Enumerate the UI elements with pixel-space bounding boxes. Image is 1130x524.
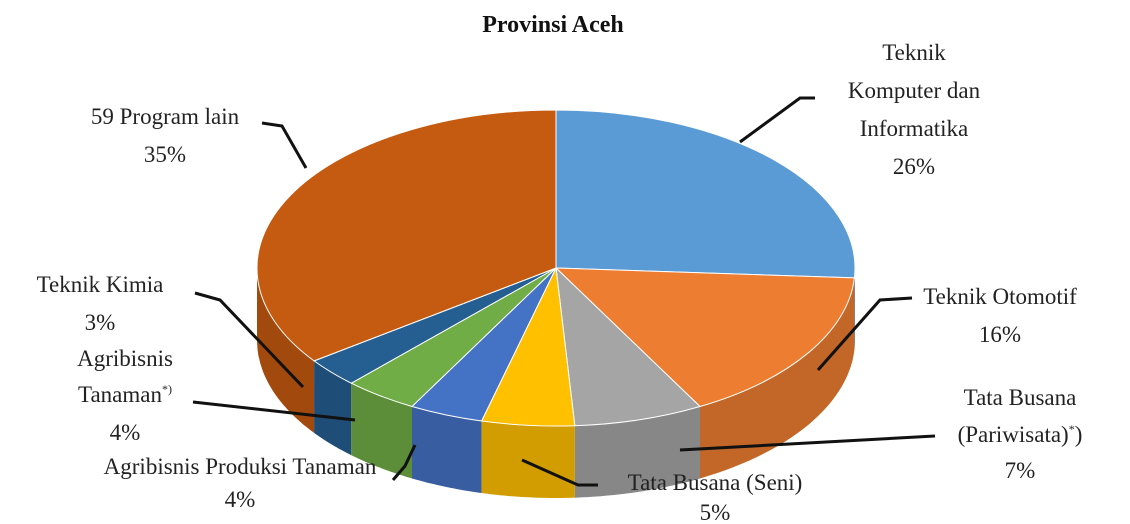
slice-teknik-otomotif [554,267,855,408]
leader-line-tata-busana-seni [521,458,598,487]
label-agribisnis-tanaman: Agribisnis Tanaman*) 4% [77,346,173,445]
svg-text:Teknik Otomotif: Teknik Otomotif [923,284,1077,309]
slice-59-program-lain [256,109,557,362]
svg-text:5%: 5% [700,500,731,524]
slice-tata-busana-pariwisata [555,266,701,427]
svg-text:Tanaman*): Tanaman*) [78,382,172,407]
label-program-lain: 59 Program lain 35% [91,104,240,167]
svg-text:Komputer dan: Komputer dan [848,78,981,103]
svg-text:(Pariwisata)*): (Pariwisata)*) [958,422,1083,447]
label-teknik-komputer: Teknik Komputer dan Informatika 26% [848,40,981,179]
slice-side-tata-busana-pariwisata [574,406,700,498]
chart-title: Provinsi Aceh [482,12,624,38]
svg-text:Tata Busana: Tata Busana [964,385,1077,410]
leader-line-tata-busana-pariwisata [679,434,936,452]
svg-text:7%: 7% [1005,458,1036,483]
svg-text:4%: 4% [110,420,141,445]
svg-text:Agribisnis: Agribisnis [77,346,173,371]
svg-text:59 Program lain: 59 Program lain [91,104,240,129]
leader-line-teknik-otomotif [816,296,913,371]
label-tata-busana-pariwisata: Tata Busana (Pariwisata)*) 7% [958,385,1083,483]
leader-line-program-lain [261,121,308,169]
slice-side-teknik-otomotif [700,277,855,479]
pie-body [256,109,856,498]
svg-text:35%: 35% [144,142,186,167]
svg-text:Informatika: Informatika [860,116,969,141]
slice-side-agribisnis-produksi-tanaman [412,406,482,493]
slice-side-tata-busana-seni [481,421,575,498]
svg-text:Agribisnis Produksi Tanaman: Agribisnis Produksi Tanaman [104,454,377,479]
label-tata-busana-seni: Tata Busana (Seni) 5% [628,470,803,524]
leader-line-agribisnis-tanaman [192,400,356,422]
svg-text:Teknik Kimia: Teknik Kimia [37,272,164,297]
svg-text:3%: 3% [85,310,116,335]
slice-side-59-program-lain [257,268,315,433]
leader-line-agribisnis-produksi [391,444,417,481]
svg-text:Teknik: Teknik [882,40,946,65]
label-teknik-kimia: Teknik Kimia 3% [37,272,164,335]
svg-text:16%: 16% [979,322,1021,347]
label-agribisnis-produksi: Agribisnis Produksi Tanaman 4% [104,454,377,512]
svg-text:26%: 26% [893,154,935,179]
leader-lines [192,96,936,487]
slice-teknik-komputer-dan-informatika [555,109,856,279]
svg-text:4%: 4% [225,487,256,512]
slice-side-teknik-kimia [314,360,352,456]
svg-text:Tata Busana (Seni): Tata Busana (Seni) [628,470,803,495]
leader-line-teknik-kimia [194,291,305,389]
slice-side-agribisnis-tanaman [351,383,412,479]
leader-line-teknik-komputer [739,96,815,144]
label-teknik-otomotif: Teknik Otomotif 16% [923,284,1077,347]
